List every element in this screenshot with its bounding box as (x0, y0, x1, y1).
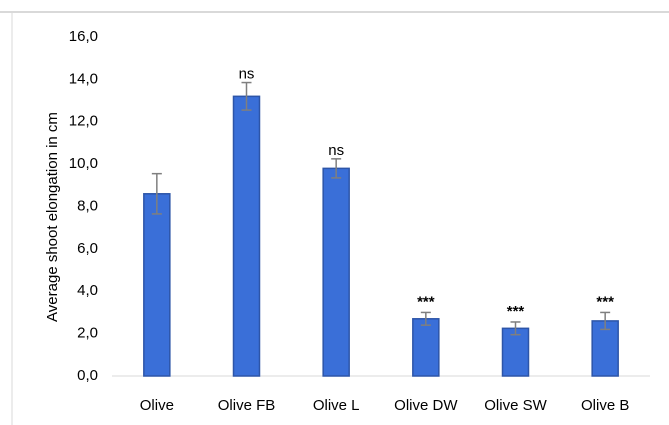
significance-label: *** (507, 303, 525, 320)
x-category-label: Olive DW (394, 397, 458, 414)
significance-label: ns (328, 142, 344, 159)
x-category-labels: Olive Olive FB Olive L Olive DW Olive SW Oliv… (140, 397, 630, 414)
x-category-label: Olive (140, 397, 174, 414)
significance-label: ns (239, 66, 255, 83)
y-tick-label: 12,0 (69, 113, 98, 130)
y-tick-label: 0,0 (77, 367, 98, 384)
bars (143, 95, 619, 377)
y-tick-label: 4,0 (77, 282, 98, 299)
y-tick-labels: 0,0 2,0 4,0 6,0 8,0 10,0 12,0 14,0 16,0 (69, 28, 98, 384)
x-category-label: Olive FB (218, 397, 276, 414)
bar (143, 193, 171, 377)
y-tick-label: 10,0 (69, 155, 98, 172)
y-tick-label: 6,0 (77, 240, 98, 257)
significance-label: *** (596, 293, 614, 310)
y-tick-label: 14,0 (69, 70, 98, 87)
y-axis-title: Average shoot elongation in cm (44, 112, 61, 322)
y-tick-label: 2,0 (77, 325, 98, 342)
y-tick-label: 8,0 (77, 197, 98, 214)
x-category-label: Olive SW (484, 397, 547, 414)
bar (501, 327, 530, 377)
x-category-label: Olive B (581, 397, 629, 414)
significance-label: *** (417, 293, 435, 310)
bar (232, 95, 261, 377)
y-tick-label: 16,0 (69, 28, 98, 45)
bar (412, 318, 440, 377)
error-bars (151, 81, 611, 336)
bar (322, 167, 350, 377)
x-category-label: Olive L (313, 397, 360, 414)
significance-labels: ns ns *** *** *** (239, 66, 615, 320)
